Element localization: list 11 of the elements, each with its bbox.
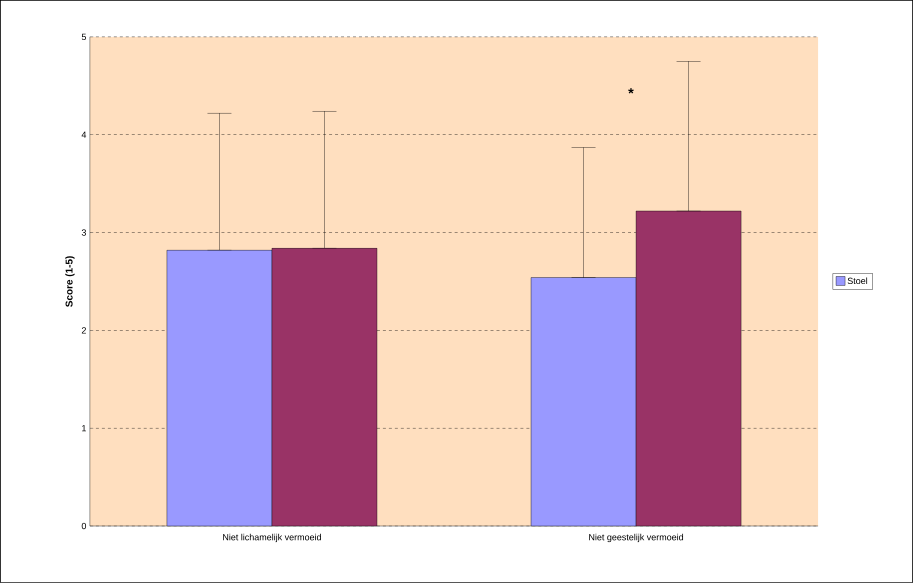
- x-tick-label: Niet geestelijk vermoeid: [589, 534, 684, 542]
- y-tick-label: 0: [82, 522, 86, 530]
- y-tick-label: 3: [82, 229, 86, 236]
- y-axis-title: Score (1-5): [65, 256, 75, 307]
- x-tick-label: Niet lichamelijk vermoeid: [223, 534, 321, 542]
- y-tick-label: 4: [82, 132, 86, 138]
- y-tick-label: 1: [82, 425, 86, 432]
- legend-label: Stoel: [848, 277, 868, 284]
- y-tick-label: 2: [82, 327, 86, 334]
- y-tick-label: 5: [82, 34, 86, 40]
- annotation: *: [628, 88, 634, 94]
